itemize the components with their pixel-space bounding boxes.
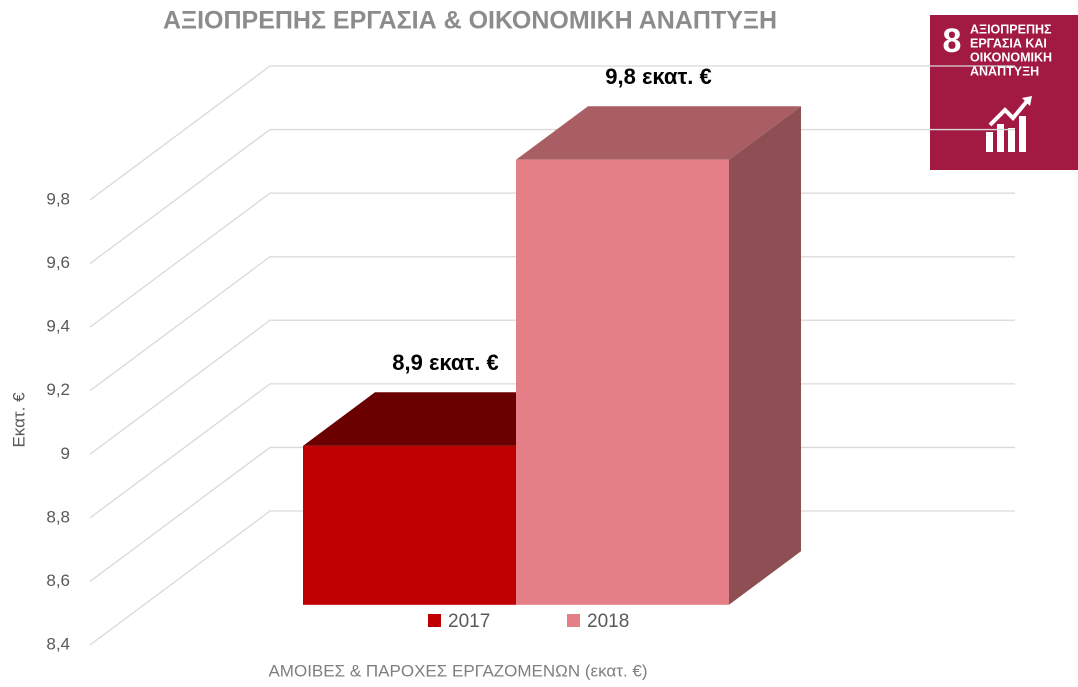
logo-number: 8 [943, 22, 962, 60]
logo-text: ΑΝΑΠΤΥΞΗ [970, 64, 1039, 78]
value-label: 8,9 εκατ. € [392, 350, 498, 375]
value-label: 9,8 εκατ. € [605, 64, 711, 89]
logo-arrow [988, 98, 1030, 127]
logo-arrowhead [1022, 96, 1032, 106]
bar-top [516, 106, 801, 160]
y-tick-label: 9,2 [46, 380, 70, 399]
logo-icon-bar [986, 132, 993, 152]
y-tick-label: 9 [61, 444, 70, 463]
y-tick-label: 8,6 [46, 571, 70, 590]
x-axis-label: ΑΜΟΙΒΕΣ & ΠΑΡΟΧΕΣ ΕΡΓΑΖΟΜΕΝΩΝ (εκατ. €) [268, 661, 647, 680]
legend-label: 2017 [448, 611, 490, 632]
logo-text: ΑΞΙΟΠΡΕΠΗΣ [970, 22, 1052, 36]
logo: 8 [930, 15, 1078, 170]
bar [303, 445, 516, 605]
y-tick-label: 8,8 [46, 507, 70, 526]
bar-side [729, 106, 801, 605]
legend-swatch [567, 614, 580, 627]
bar-group [516, 106, 801, 605]
chart-title: ΑΞΙΟΠΡΕΠΗΣ ΕΡΓΑΣΙΑ & ΟΙΚΟΝΟΜΙΚΗ ΑΝΑΠΤΥΞΗ [163, 7, 777, 35]
logo-text: ΕΡΓΑΣΙΑ ΚΑΙ [970, 36, 1047, 50]
logo-icon-bar [1019, 116, 1026, 152]
y-tick-label: 9,4 [46, 317, 70, 336]
y-tick-label: 9,6 [46, 253, 70, 272]
legend-swatch [428, 614, 441, 627]
legend-label: 2018 [587, 611, 629, 632]
logo-icon-bar [1008, 128, 1015, 152]
grid-line [89, 65, 1015, 201]
logo-icon-bar [997, 124, 1004, 152]
y-axis-label: Εκατ. € [9, 392, 28, 448]
bar [516, 159, 729, 605]
y-tick-label: 9,8 [46, 189, 70, 208]
y-tick-label: 8,4 [46, 634, 70, 653]
logo-text: ΟΙΚΟΝΟΜΙΚΗ [970, 50, 1052, 64]
